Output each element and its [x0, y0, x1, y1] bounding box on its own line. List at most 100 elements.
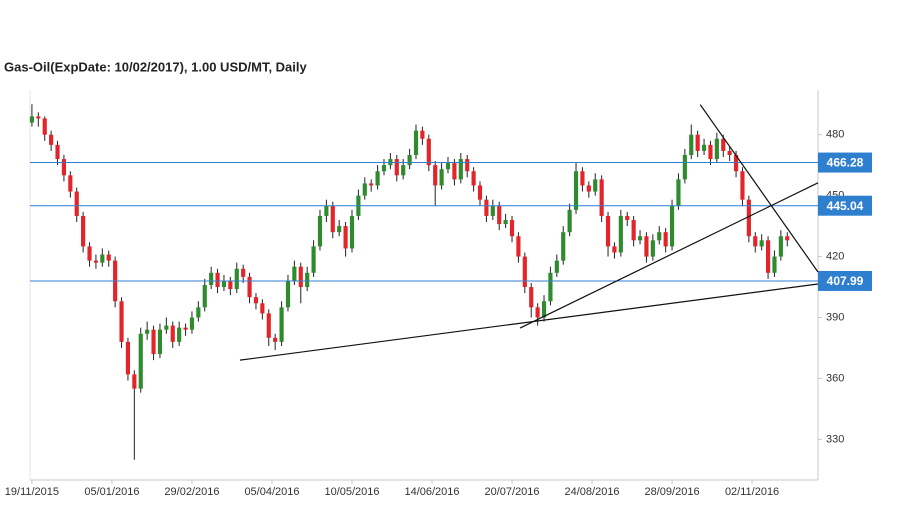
candle-body	[125, 341, 131, 375]
candle-body	[458, 159, 463, 180]
candle-body	[196, 307, 201, 318]
candle-body	[189, 317, 195, 330]
candle-body	[682, 155, 687, 180]
candle-body	[765, 240, 771, 273]
candle-body	[170, 325, 175, 342]
candle-body	[663, 232, 668, 247]
x-tick-label: 05/01/2016	[84, 486, 139, 498]
level-label: 445.04	[827, 199, 864, 213]
candle-body	[292, 266, 297, 281]
candle-body	[401, 165, 406, 176]
candle-body	[132, 374, 137, 389]
candle-body	[433, 165, 438, 186]
candle-body	[202, 285, 207, 308]
candle-body	[375, 171, 380, 186]
candle-body	[561, 232, 566, 261]
candle-body	[138, 333, 143, 389]
candle-body	[266, 313, 271, 338]
level-label-box	[818, 195, 872, 216]
candle-body	[413, 130, 419, 155]
candle-body	[669, 205, 675, 247]
candle-body	[305, 272, 310, 288]
candle-body	[676, 179, 681, 206]
candle-body	[593, 179, 598, 192]
candle-body	[183, 327, 188, 330]
candle-body	[157, 329, 163, 355]
candle-body	[605, 215, 611, 247]
x-tick-label: 29/02/2016	[164, 486, 219, 498]
candle-body	[733, 155, 739, 172]
candle-body	[369, 183, 374, 186]
candle-body	[541, 301, 547, 318]
candle-body	[452, 163, 457, 180]
candle-body	[689, 134, 694, 155]
candle-body	[426, 138, 431, 166]
candle-body	[554, 260, 559, 273]
candle-body	[177, 327, 182, 342]
trend-line	[699, 104, 819, 273]
candle-body	[49, 134, 54, 145]
candle-body	[778, 236, 783, 257]
candle-body	[573, 171, 579, 210]
y-tick-label: 360	[826, 372, 844, 384]
candle-body	[785, 236, 790, 241]
candle-body	[273, 337, 278, 342]
candle-body	[145, 329, 150, 334]
candle-body	[567, 209, 572, 233]
candle-body	[753, 236, 758, 247]
candle-body	[529, 287, 534, 308]
candle-body	[298, 266, 303, 288]
y-tick-label: 330	[826, 433, 844, 445]
candle-body	[637, 236, 643, 241]
candle-body	[650, 240, 655, 257]
candle-body	[93, 260, 99, 263]
candle-body	[586, 185, 591, 192]
candle-body	[221, 280, 227, 288]
candle-body	[439, 169, 444, 186]
candle-body	[119, 301, 124, 342]
candle-body	[746, 199, 751, 237]
trend-line	[519, 182, 819, 329]
candle-body	[618, 215, 623, 253]
candle-body	[324, 205, 329, 216]
candle-body	[337, 226, 342, 233]
candle-body	[740, 171, 745, 200]
candle-body	[625, 215, 630, 220]
level-label-box	[818, 270, 872, 291]
candle-body	[279, 307, 284, 342]
candle-body	[330, 205, 335, 233]
y-tick-label: 480	[826, 129, 844, 141]
candle-body	[599, 179, 604, 216]
candle-body	[721, 138, 726, 151]
candle-body	[631, 220, 636, 241]
x-tick-label: 20/07/2016	[484, 486, 539, 498]
x-tick-label: 28/09/2016	[645, 486, 700, 498]
candle-body	[100, 254, 105, 263]
candle-body	[362, 183, 367, 196]
candle-body	[657, 232, 662, 241]
candle-body	[471, 171, 476, 186]
candle-body	[394, 159, 399, 176]
candle-body	[29, 116, 35, 123]
candle-body	[68, 175, 73, 192]
candle-body	[522, 256, 527, 288]
candle-body	[151, 329, 156, 355]
candle-body	[215, 272, 220, 288]
candle-body	[74, 191, 79, 216]
candle-body	[727, 150, 732, 155]
candle-body	[164, 325, 169, 330]
level-label: 466.28	[827, 156, 864, 170]
candle-body	[241, 268, 246, 277]
x-tick-label: 02/11/2016	[725, 486, 779, 498]
level-label-box	[818, 152, 872, 173]
candle-body	[503, 220, 508, 225]
candle-body	[548, 272, 553, 302]
candle-body	[701, 144, 707, 151]
candle-body	[228, 280, 233, 290]
candle-body	[516, 236, 521, 257]
candle-body	[644, 236, 649, 257]
candle-body	[484, 199, 489, 216]
candle-body	[381, 165, 387, 172]
